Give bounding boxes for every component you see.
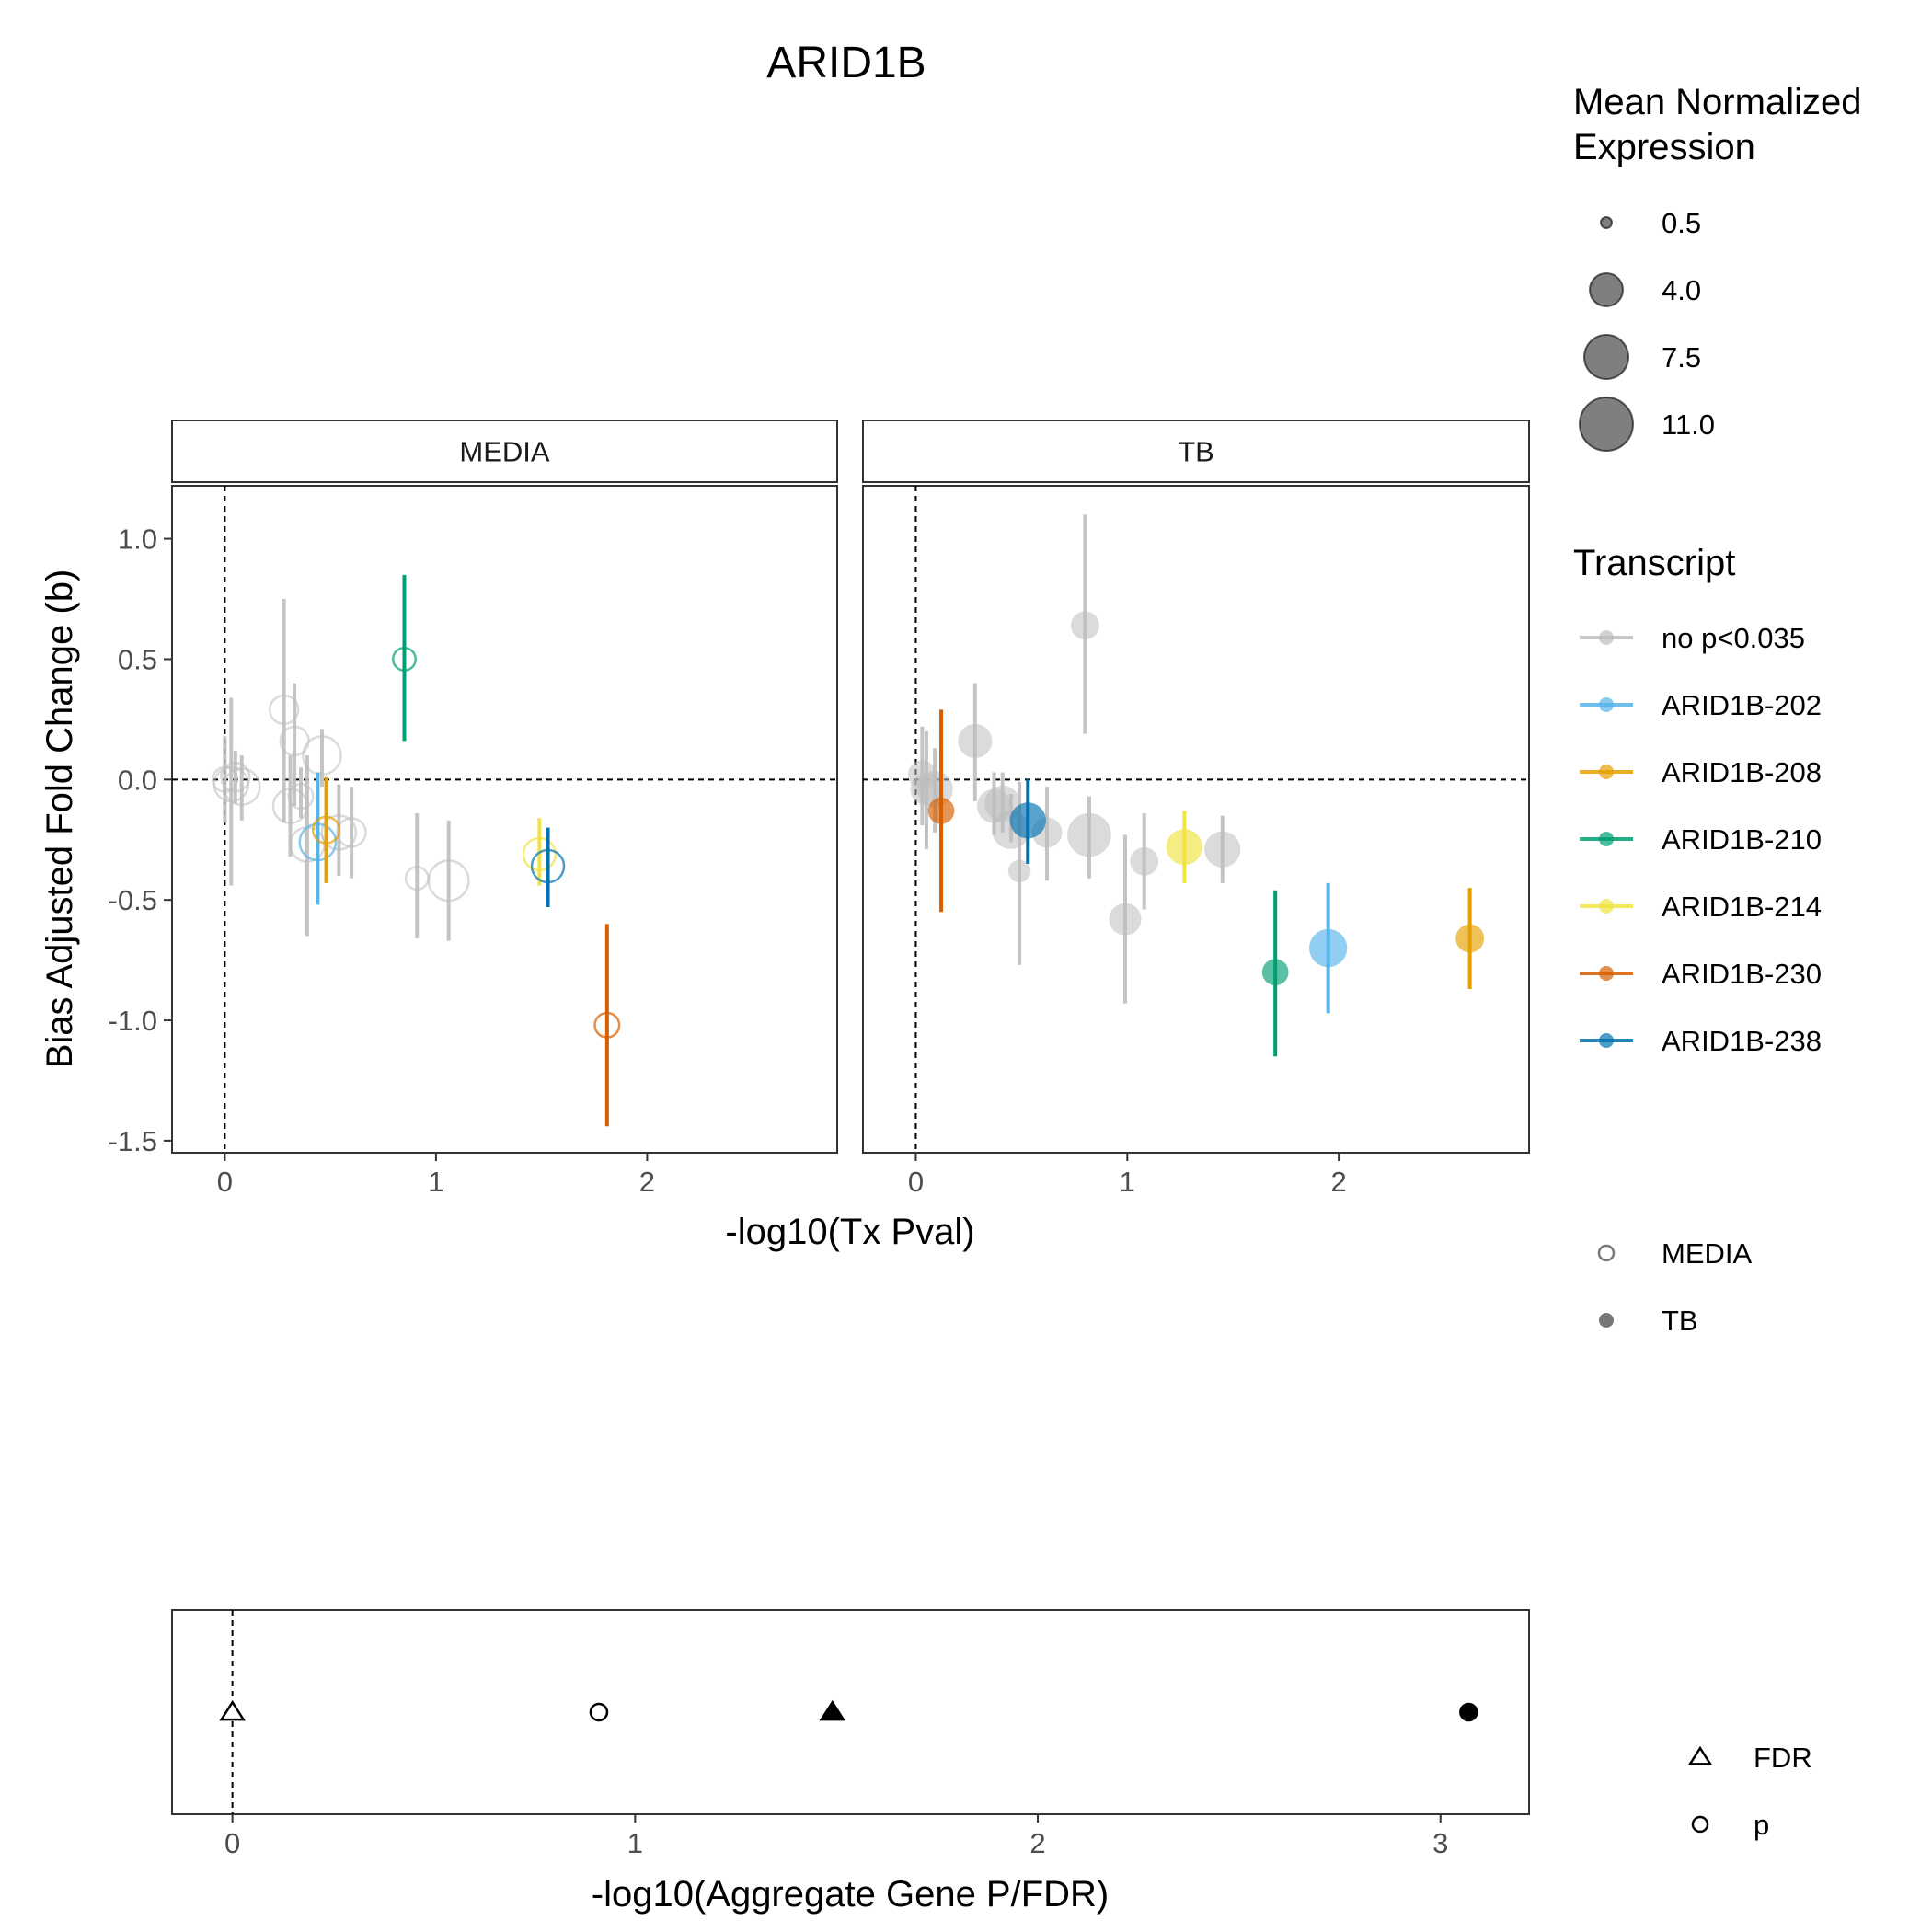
aggregate-panel: 0 1 2 3 -log10(Aggregate Gene P/FDR) [171,1609,1530,1915]
x-axis-title: -log10(Tx Pval) [725,1212,974,1252]
data-point [302,735,342,776]
y-tick-label: 0.0 [118,764,157,796]
legend-size-key [1583,334,1629,380]
facet-panel-media: MEDIA 0 1 2 1.0 0.5 0.0 -0.5 -1.0 -1.5 [109,420,838,1198]
data-point [311,815,341,845]
legend-transcript-label: ARID1B-230 [1662,958,1822,990]
data-point [320,814,358,851]
legend-size-title: Expression [1573,127,1755,167]
data-point [220,762,251,793]
data-point [958,723,993,758]
y-tick-label: -1.5 [109,1125,157,1157]
legend-measure-label: FDR [1754,1742,1812,1774]
data-point [593,1011,621,1039]
panel-border [171,485,838,1154]
facet-panel-tb: TB 0 1 2 [862,420,1530,1198]
data-point [268,694,300,726]
legend-transcript-label: ARID1B-208 [1662,756,1822,788]
data-point [530,848,566,884]
data-point [522,836,558,872]
legend-transcript-label: ARID1B-214 [1662,891,1822,923]
legend-size-key [1589,272,1624,307]
data-point [1261,959,1289,986]
legend-transcript-dot [1599,832,1614,846]
data-point [1070,611,1099,640]
x-tick-label: 2 [1029,1827,1045,1859]
legend-measure-label: p [1754,1809,1769,1841]
data-point [1309,928,1348,968]
legend-transcript-dot [1599,1033,1614,1048]
y-tick-label: -1.0 [109,1005,157,1037]
data-point [222,767,261,807]
x-tick-label: 0 [217,1166,233,1198]
legend-transcript-label: ARID1B-210 [1662,823,1822,856]
data-point [1455,924,1485,953]
x-tick-label: 0 [224,1827,240,1859]
data-point [1067,812,1111,857]
legend-size-key [1600,216,1613,229]
y-tick-label: -0.5 [109,884,157,916]
data-point [1009,802,1046,839]
legends: Mean Normalized Expression 0.5 4.0 7.5 11.0 Tr… [1573,82,1861,1841]
facet-strip-label: MEDIA [459,436,550,468]
y-tick-label: 1.0 [118,523,157,556]
legend-size-label: 7.5 [1662,341,1701,374]
data-point [1166,828,1202,866]
legend-transcript-dot [1599,765,1614,779]
legend-condition-key [1599,1313,1614,1328]
facet-strip [171,420,838,483]
legend-condition-label: TB [1662,1305,1698,1337]
data-point [298,822,338,862]
legend-condition-key [1597,1244,1616,1262]
data-point [1109,903,1142,936]
aggregate-point-fdr [819,1699,846,1721]
x-tick-label: 1 [428,1166,443,1198]
legend-transcript-label: ARID1B-202 [1662,689,1822,721]
legend-size-title: Mean Normalized [1573,82,1861,122]
x-tick-label: 0 [908,1166,924,1198]
legend-transcript-label: no p<0.035 [1662,622,1805,654]
data-point [391,646,417,672]
x-tick-label: 2 [1331,1166,1347,1198]
aggregate-point-p [589,1702,609,1722]
legend-size-label: 11.0 [1662,408,1715,441]
legend-transcript-dot [1599,697,1614,712]
x-tick-label: 3 [1432,1827,1448,1859]
legend-measure-key [1691,1815,1709,1834]
data-point [427,859,470,903]
legend-transcript-title: Transcript [1573,543,1735,583]
legend-transcript-dot [1599,899,1614,914]
data-point [927,797,955,824]
data-point [287,783,315,811]
legend-condition-label: MEDIA [1662,1237,1753,1270]
chart-title: ARID1B [766,39,926,87]
legend-transcript-label: ARID1B-238 [1662,1025,1822,1057]
data-point [1007,859,1031,883]
legend-size-label: 4.0 [1662,274,1701,306]
legend-transcript-dot [1599,966,1614,981]
aggregate-panel-border [171,1609,1530,1815]
x-tick-label: 1 [627,1827,643,1859]
facet-strip [862,420,1530,483]
aggregate-point-fdr [219,1699,246,1721]
legend-measure-key [1687,1745,1713,1765]
panel-border [862,485,1530,1154]
legend-size-key [1579,397,1634,452]
y-tick-label: 0.5 [118,643,157,675]
y-axis-title: Bias Adjusted Fold Change (b) [40,569,80,1069]
aggregate-x-axis-title: -log10(Aggregate Gene P/FDR) [592,1874,1110,1915]
legend-transcript-dot [1599,630,1614,645]
x-tick-label: 1 [1120,1166,1135,1198]
x-tick-label: 2 [639,1166,655,1198]
plot-panels: MEDIA 0 1 2 1.0 0.5 0.0 -0.5 -1.0 -1.5 TB 0 1 2 -log10… [40,420,1530,1252]
data-point [336,817,367,848]
data-point [1204,831,1241,868]
aggregate-point-p [1459,1702,1478,1722]
data-point [1130,846,1159,876]
legend-size-label: 0.5 [1662,207,1701,239]
facet-strip-label: TB [1178,436,1214,468]
